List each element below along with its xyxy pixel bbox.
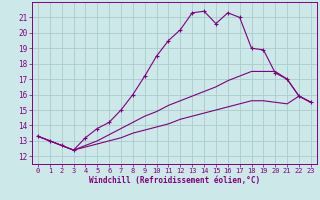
- X-axis label: Windchill (Refroidissement éolien,°C): Windchill (Refroidissement éolien,°C): [89, 176, 260, 185]
